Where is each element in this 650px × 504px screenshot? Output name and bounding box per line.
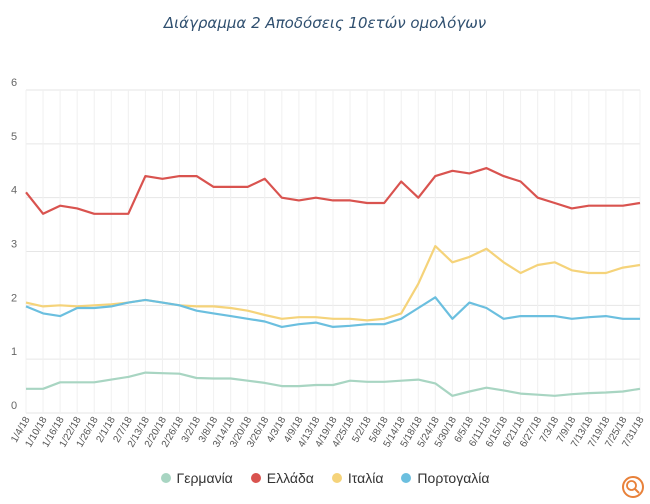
legend-marker [250, 473, 261, 483]
y-axis-ticks: 0 1 2 3 4 5 6 [11, 77, 17, 412]
legend-label: Ελλάδα [266, 470, 314, 486]
y-tick-label: 1 [11, 346, 17, 358]
series-line [26, 371, 641, 397]
legend-item[interactable]: Ιταλία [331, 470, 384, 486]
legend-item[interactable]: Γερμανία [160, 470, 233, 486]
y-tick-label: 4 [11, 185, 17, 197]
y-tick-label: 0 [11, 400, 17, 412]
grid-lines [25, 89, 641, 414]
legend-marker [331, 473, 342, 483]
legend-marker [160, 473, 171, 483]
zoom-button[interactable] [622, 476, 644, 498]
legend-item[interactable]: Ελλάδα [250, 470, 314, 486]
series-lines [25, 167, 641, 397]
y-tick-label: 2 [11, 292, 17, 304]
legend-label: Πορτογαλία [417, 470, 490, 486]
legend-label: Γερμανία [176, 470, 233, 486]
legend: Γερμανία Ελλάδα Ιταλία Πορτογαλία [0, 470, 650, 486]
series-line [25, 296, 640, 328]
zoom-icon [626, 480, 640, 494]
legend-item[interactable]: Πορτογαλία [401, 470, 490, 486]
chart-title: Διάγραμμα 2 Αποδόσεις 10ετών ομολόγων [163, 14, 487, 32]
legend-marker [401, 473, 412, 483]
y-tick-label: 6 [11, 77, 17, 89]
y-tick-label: 5 [11, 131, 17, 143]
x-axis-ticks: 1/4/181/10/181/16/181/22/181/26/182/1/18… [9, 415, 647, 450]
y-tick-label: 3 [11, 239, 17, 251]
legend-label: Ιταλία [347, 470, 384, 486]
series-line [25, 167, 641, 215]
